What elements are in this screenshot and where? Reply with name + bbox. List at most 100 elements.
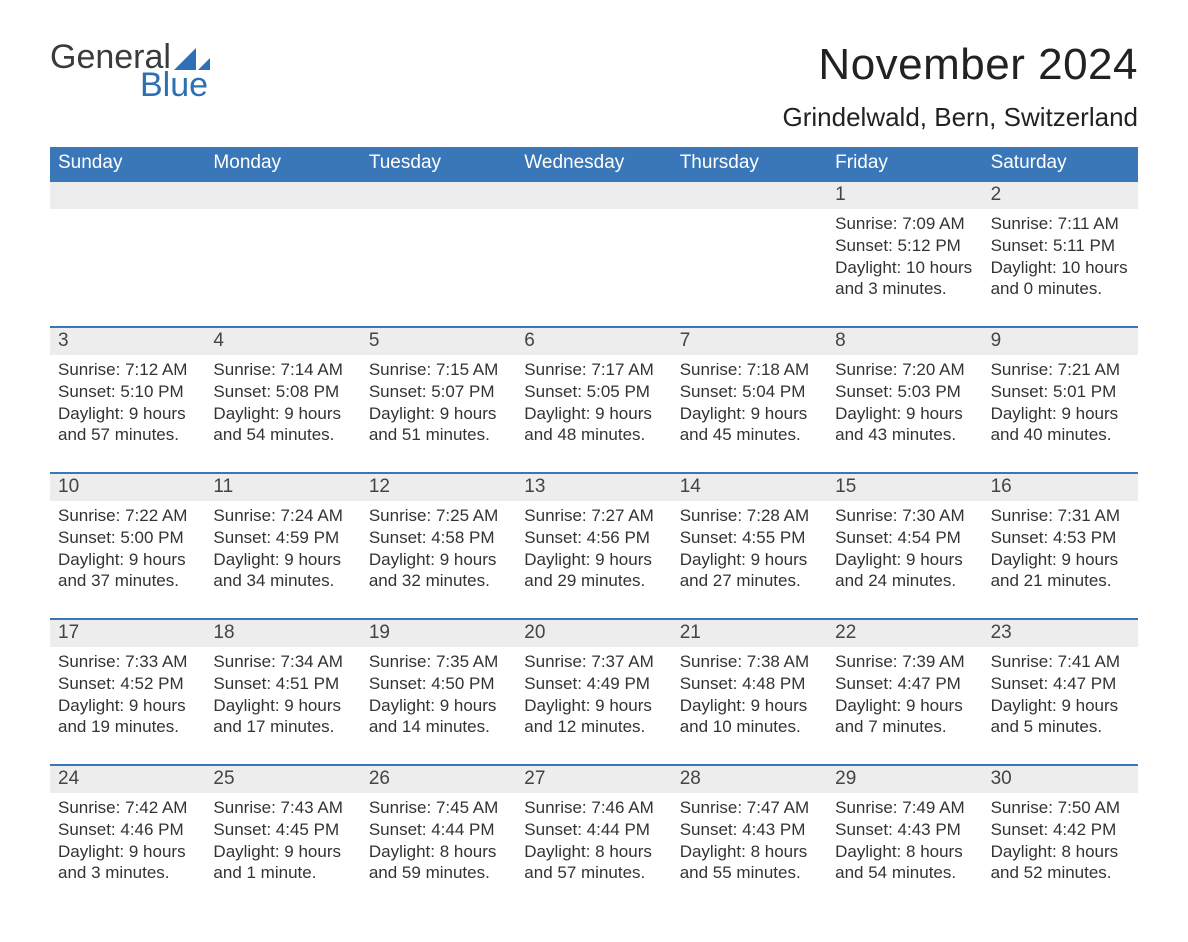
daylight-line: Daylight: 8 hours and 52 minutes. [991, 841, 1130, 885]
sunrise-value: 7:46 AM [591, 798, 653, 817]
sunrise-label: Sunrise: [58, 360, 125, 379]
daylight-line: Daylight: 9 hours and 29 minutes. [524, 549, 663, 593]
sunset-line: Sunset: 4:49 PM [524, 673, 663, 695]
sunrise-line: Sunrise: 7:20 AM [835, 359, 974, 381]
daylight-line: Daylight: 9 hours and 37 minutes. [58, 549, 197, 593]
sunset-value: 4:59 PM [276, 528, 339, 547]
sunset-line: Sunset: 4:42 PM [991, 819, 1130, 841]
sunrise-line: Sunrise: 7:47 AM [680, 797, 819, 819]
daylight-label: Daylight: [369, 404, 440, 423]
sunset-value: 5:03 PM [898, 382, 961, 401]
sunrise-value: 7:17 AM [591, 360, 653, 379]
day-cell [516, 209, 671, 308]
sunset-line: Sunset: 4:47 PM [991, 673, 1130, 695]
sunrise-value: 7:37 AM [591, 652, 653, 671]
weekday-header: Thursday [672, 147, 827, 180]
daylight-line: Daylight: 9 hours and 5 minutes. [991, 695, 1130, 739]
sunset-label: Sunset: [524, 528, 586, 547]
sunrise-label: Sunrise: [58, 652, 125, 671]
daylight-line: Daylight: 9 hours and 27 minutes. [680, 549, 819, 593]
sunset-line: Sunset: 5:00 PM [58, 527, 197, 549]
daylight-line: Daylight: 9 hours and 45 minutes. [680, 403, 819, 447]
day-number: 13 [516, 474, 671, 501]
daylight-label: Daylight: [835, 550, 906, 569]
sunset-line: Sunset: 4:43 PM [835, 819, 974, 841]
daylight-line: Daylight: 9 hours and 43 minutes. [835, 403, 974, 447]
sunset-value: 5:11 PM [1053, 236, 1115, 255]
sunrise-line: Sunrise: 7:17 AM [524, 359, 663, 381]
sunrise-label: Sunrise: [835, 506, 902, 525]
sunset-line: Sunset: 4:56 PM [524, 527, 663, 549]
day-number-strip: 3456789 [50, 328, 1138, 355]
daylight-line: Daylight: 9 hours and 7 minutes. [835, 695, 974, 739]
sunrise-value: 7:15 AM [436, 360, 498, 379]
sunset-line: Sunset: 4:43 PM [680, 819, 819, 841]
sunrise-line: Sunrise: 7:50 AM [991, 797, 1130, 819]
day-number: 7 [672, 328, 827, 355]
daylight-line: Daylight: 8 hours and 54 minutes. [835, 841, 974, 885]
sunrise-value: 7:43 AM [281, 798, 343, 817]
day-cell: Sunrise: 7:21 AMSunset: 5:01 PMDaylight:… [983, 355, 1138, 454]
sunset-value: 5:04 PM [742, 382, 805, 401]
sunrise-line: Sunrise: 7:09 AM [835, 213, 974, 235]
sunrise-value: 7:11 AM [1058, 214, 1119, 233]
sunrise-value: 7:25 AM [436, 506, 498, 525]
sunrise-line: Sunrise: 7:38 AM [680, 651, 819, 673]
week-row: 10111213141516Sunrise: 7:22 AMSunset: 5:… [50, 472, 1138, 600]
sunset-line: Sunset: 5:05 PM [524, 381, 663, 403]
sunrise-label: Sunrise: [680, 360, 747, 379]
sunset-value: 4:54 PM [898, 528, 961, 547]
daylight-line: Daylight: 9 hours and 1 minute. [213, 841, 352, 885]
calendar: SundayMondayTuesdayWednesdayThursdayFrid… [50, 147, 1138, 892]
weekday-header-row: SundayMondayTuesdayWednesdayThursdayFrid… [50, 147, 1138, 180]
sunset-label: Sunset: [680, 674, 742, 693]
sunrise-value: 7:39 AM [902, 652, 964, 671]
daylight-label: Daylight: [58, 696, 129, 715]
day-number: 19 [361, 620, 516, 647]
day-cell: Sunrise: 7:27 AMSunset: 4:56 PMDaylight:… [516, 501, 671, 600]
day-cell: Sunrise: 7:12 AMSunset: 5:10 PMDaylight:… [50, 355, 205, 454]
sunrise-label: Sunrise: [991, 506, 1058, 525]
sunset-value: 4:46 PM [120, 820, 183, 839]
sunrise-label: Sunrise: [524, 798, 591, 817]
day-number: 20 [516, 620, 671, 647]
daylight-label: Daylight: [991, 550, 1062, 569]
sunrise-value: 7:31 AM [1058, 506, 1120, 525]
day-cell: Sunrise: 7:42 AMSunset: 4:46 PMDaylight:… [50, 793, 205, 892]
daylight-label: Daylight: [991, 404, 1062, 423]
day-number [205, 182, 360, 209]
day-number [361, 182, 516, 209]
sunrise-line: Sunrise: 7:27 AM [524, 505, 663, 527]
daylight-line: Daylight: 9 hours and 12 minutes. [524, 695, 663, 739]
day-cell: Sunrise: 7:20 AMSunset: 5:03 PMDaylight:… [827, 355, 982, 454]
day-number: 27 [516, 766, 671, 793]
day-cell: Sunrise: 7:33 AMSunset: 4:52 PMDaylight:… [50, 647, 205, 746]
sunset-value: 5:10 PM [120, 382, 183, 401]
daylight-label: Daylight: [524, 550, 595, 569]
day-cell: Sunrise: 7:43 AMSunset: 4:45 PMDaylight:… [205, 793, 360, 892]
sunrise-value: 7:35 AM [436, 652, 498, 671]
daylight-line: Daylight: 9 hours and 17 minutes. [213, 695, 352, 739]
sunset-label: Sunset: [369, 674, 431, 693]
daylight-label: Daylight: [524, 842, 595, 861]
sunrise-line: Sunrise: 7:43 AM [213, 797, 352, 819]
daylight-label: Daylight: [58, 404, 129, 423]
location: Grindelwald, Bern, Switzerland [783, 102, 1139, 133]
sunrise-value: 7:20 AM [902, 360, 964, 379]
sunset-line: Sunset: 4:47 PM [835, 673, 974, 695]
sunset-label: Sunset: [991, 236, 1053, 255]
sunset-value: 5:08 PM [276, 382, 339, 401]
sunset-value: 4:49 PM [587, 674, 650, 693]
sunrise-line: Sunrise: 7:15 AM [369, 359, 508, 381]
daylight-label: Daylight: [991, 696, 1062, 715]
sunset-value: 5:00 PM [120, 528, 183, 547]
daylight-line: Daylight: 9 hours and 10 minutes. [680, 695, 819, 739]
sunset-value: 4:56 PM [587, 528, 650, 547]
daylight-line: Daylight: 9 hours and 24 minutes. [835, 549, 974, 593]
sunset-label: Sunset: [835, 528, 897, 547]
sunset-label: Sunset: [680, 820, 742, 839]
day-cell: Sunrise: 7:35 AMSunset: 4:50 PMDaylight:… [361, 647, 516, 746]
day-number: 21 [672, 620, 827, 647]
sunset-label: Sunset: [58, 674, 120, 693]
week-row: 24252627282930Sunrise: 7:42 AMSunset: 4:… [50, 764, 1138, 892]
